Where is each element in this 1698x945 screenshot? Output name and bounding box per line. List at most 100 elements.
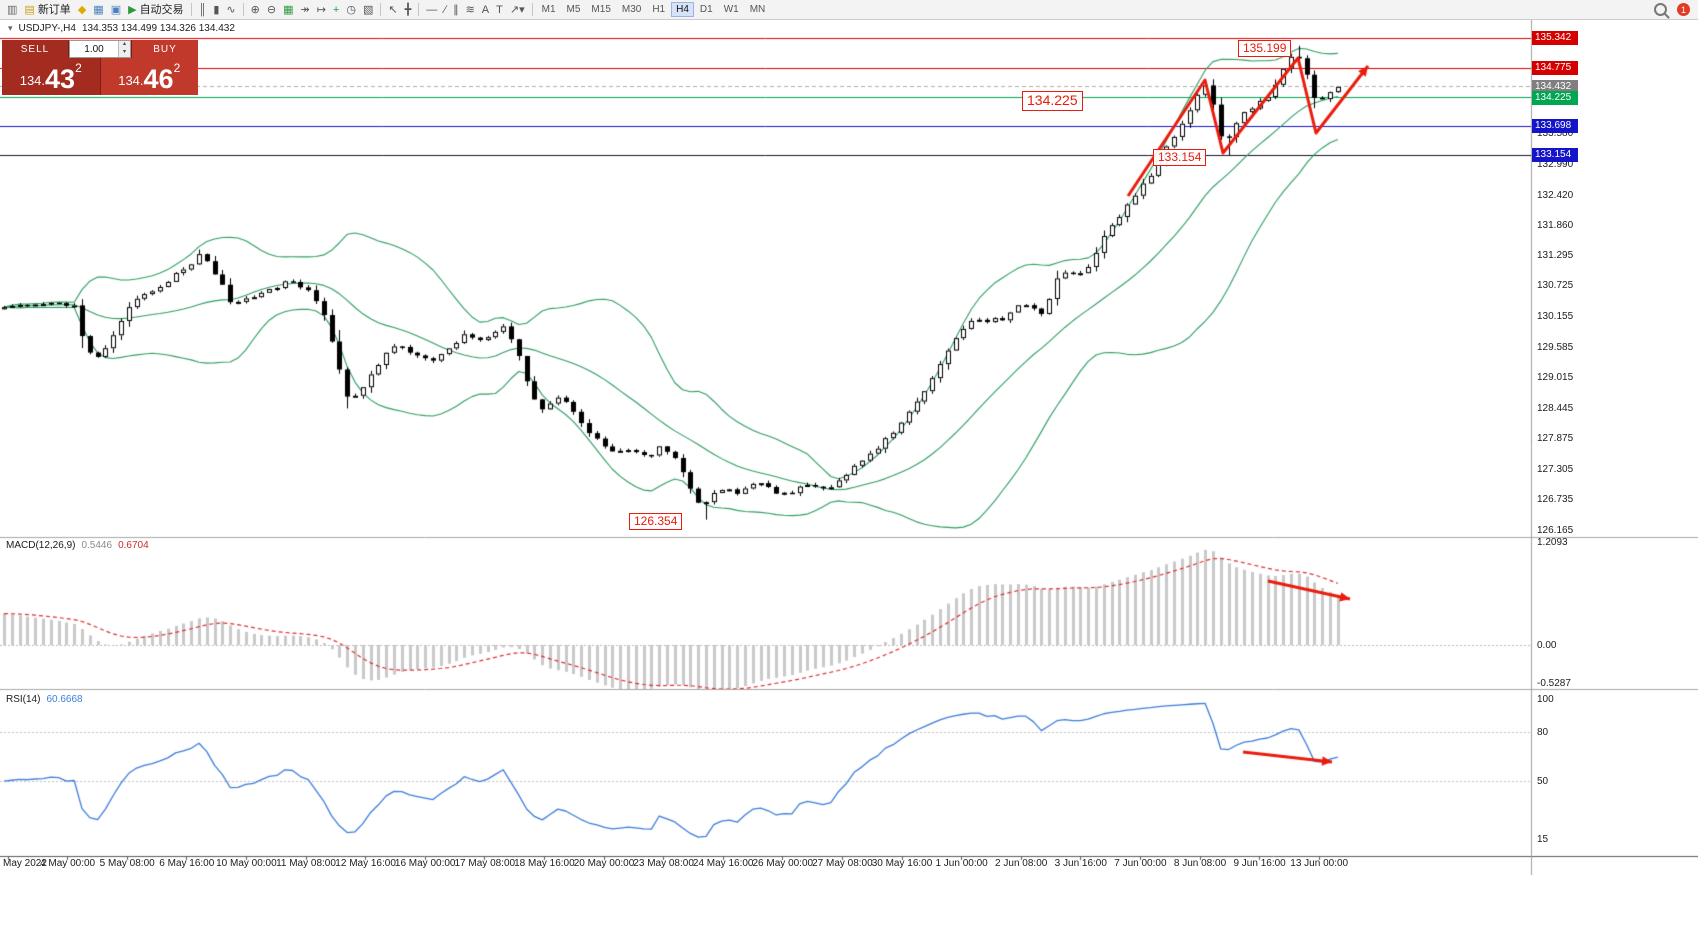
bars-chart-type-icon[interactable]: ║	[196, 2, 210, 18]
trendline-icon-glyph: ∕	[444, 3, 447, 16]
time-axis-label: 4 May 00:00	[40, 858, 96, 869]
timeframe-mn-button[interactable]: MN	[749, 4, 766, 15]
timeframe-h4-button[interactable]: H4	[671, 2, 694, 17]
buy-price-prefix: 134.	[118, 73, 144, 88]
volume-input[interactable]: 1.00 ▴ ▾	[69, 40, 131, 58]
price-annotation[interactable]: 133.154	[1153, 149, 1207, 166]
chart-properties-icon-glyph: ▧	[362, 3, 374, 16]
buy-button[interactable]: 134. 46 2	[100, 58, 198, 95]
market-watch-icon[interactable]: ▦	[90, 2, 106, 18]
volume-stepper[interactable]: ▴ ▾	[118, 41, 130, 57]
price-axis-label: 129.585	[1537, 341, 1574, 353]
shapes-arrows-icon[interactable]: ↗▾	[507, 2, 528, 18]
price-axis-label: 131.860	[1537, 219, 1574, 231]
cursor-icon[interactable]: ↖	[385, 2, 400, 18]
equidistant-channel-icon[interactable]: ∥	[450, 2, 462, 18]
candlestick-chart-type-icon[interactable]: ▮	[210, 2, 222, 18]
timeframe-w1-button[interactable]: W1	[723, 4, 739, 15]
time-axis-label: 10 May 00:00	[216, 858, 277, 869]
new-order-button[interactable]: ▤ 新订单	[21, 2, 73, 18]
line-chart-type-icon-glyph: ∿	[226, 3, 236, 16]
price-axis-label: 127.305	[1537, 463, 1574, 475]
metaeditor-icon[interactable]: ◆	[75, 2, 89, 18]
rsi-scale-label: 80	[1537, 727, 1549, 738]
chart-properties-icon[interactable]: ▧	[360, 2, 376, 18]
fibonacci-icon-glyph: ≋	[465, 3, 475, 16]
time-axis-label: 23 May 08:00	[633, 858, 694, 869]
time-axis-label: 6 May 16:00	[159, 858, 215, 869]
price-annotation[interactable]: 135.199	[1238, 40, 1292, 57]
time-axis-label: 17 May 08:00	[454, 858, 516, 869]
market-watch-icon-glyph: ▦	[93, 3, 104, 16]
cursor-icon-glyph: ↖	[388, 3, 398, 16]
price-badge: 134.775	[1532, 61, 1578, 76]
search-icon[interactable]	[1654, 3, 1667, 16]
period-clock-icon[interactable]: ◷	[343, 2, 359, 18]
time-axis-label: 27 May 08:00	[812, 858, 873, 869]
tile-windows-icon[interactable]: ▦	[280, 2, 296, 18]
price-axis-label: 126.165	[1537, 524, 1574, 536]
time-axis-label: 7 Jun 00:00	[1114, 858, 1167, 869]
timeframe-d1-button[interactable]: D1	[699, 4, 713, 15]
timeframe-m30-button[interactable]: M30	[621, 4, 642, 15]
price-annotation[interactable]: 126.354	[629, 513, 683, 530]
text-icon[interactable]: A	[479, 2, 492, 18]
toolbar-separator	[380, 3, 382, 16]
autotrading-button[interactable]: ▶ 自动交易	[125, 2, 186, 18]
trendline-icon[interactable]: ∕	[441, 2, 449, 18]
period-clock-icon-glyph: ◷	[346, 3, 356, 16]
fibonacci-icon[interactable]: ≋	[463, 2, 478, 18]
sell-label[interactable]: SELL	[2, 40, 68, 58]
horizontal-line-icon[interactable]: —	[423, 2, 440, 18]
price-axis-label: 127.875	[1537, 433, 1574, 445]
macd-scale-label: 1.2093	[1537, 537, 1568, 549]
indicators-icon-glyph: +	[332, 3, 340, 16]
toolbar: ▥ ▤ 新订单 ◆ ▦ ▣ ▶ 自动交易 ║ ▮ ∿ ⊕ ⊖ ▦ ↠ ↦ + ◷ ▧ ↖ ╋ — ∕ ∥ ≋ A T ↗▾ M1 M5 M1…	[0, 0, 1698, 20]
chart-window-icon[interactable]: ▥	[4, 2, 20, 18]
text-label-icon[interactable]: T	[493, 2, 506, 18]
chart-shift-icon[interactable]: ↦	[314, 2, 329, 18]
rsi-name: RSI(14)	[6, 694, 41, 705]
volume-value[interactable]: 1.00	[84, 43, 104, 55]
zoom-in-icon[interactable]: ⊕	[248, 2, 263, 18]
time-axis-label: 20 May 00:00	[573, 858, 635, 869]
auto-scroll-icon-glyph: ↠	[300, 3, 310, 16]
macd-main-value: 0.5446	[81, 540, 113, 551]
macd-name: MACD(12,26,9)	[6, 540, 76, 551]
data-window-icon[interactable]: ▣	[108, 2, 124, 18]
macd-scale-label: 0.00	[1537, 640, 1557, 651]
toolbar-separator	[242, 3, 244, 16]
toolbar-separator	[418, 3, 420, 16]
price-badge: 135.342	[1532, 31, 1578, 46]
data-window-icon-glyph: ▣	[110, 3, 122, 16]
volume-up-icon[interactable]: ▴	[122, 41, 126, 47]
timeframe-m15-button[interactable]: M15	[591, 4, 611, 15]
price-axis-label: 126.735	[1537, 494, 1574, 506]
text-label-icon-glyph: T	[496, 3, 503, 16]
line-chart-type-icon[interactable]: ∿	[223, 2, 238, 18]
volume-down-icon[interactable]: ▾	[122, 49, 126, 55]
candlestick-chart-type-icon-glyph: ▮	[213, 3, 220, 16]
buy-price-sup: 2	[173, 61, 181, 75]
notification-badge[interactable]: 1	[1677, 3, 1690, 16]
crosshair-icon[interactable]: ╋	[402, 2, 415, 18]
horizontal-line-icon-glyph: —	[426, 3, 438, 16]
zoom-out-icon[interactable]: ⊖	[264, 2, 279, 18]
time-axis-label: 2 Jun 08:00	[995, 858, 1048, 869]
price-annotation[interactable]: 134.225	[1022, 91, 1083, 111]
indicators-icon[interactable]: +	[330, 2, 342, 18]
toolbar-separator	[531, 3, 533, 16]
timeframe-m5-button[interactable]: M5	[566, 4, 581, 15]
sell-button[interactable]: 134. 43 2	[2, 58, 100, 95]
timeframe-h1-button[interactable]: H1	[652, 4, 666, 15]
time-axis-label: 9 Jun 16:00	[1233, 858, 1286, 869]
timeframe-m1-button[interactable]: M1	[541, 4, 556, 15]
zoom-in-icon-glyph: ⊕	[250, 3, 260, 16]
price-axis-label: 129.015	[1537, 372, 1574, 384]
auto-scroll-icon[interactable]: ↠	[297, 2, 312, 18]
price-badge: 133.154	[1532, 148, 1578, 163]
buy-label[interactable]: BUY	[132, 40, 198, 58]
zoom-out-icon-glyph: ⊖	[266, 3, 277, 16]
macd-indicator-label: MACD(12,26,9) 0.5446 0.6704	[6, 540, 149, 551]
